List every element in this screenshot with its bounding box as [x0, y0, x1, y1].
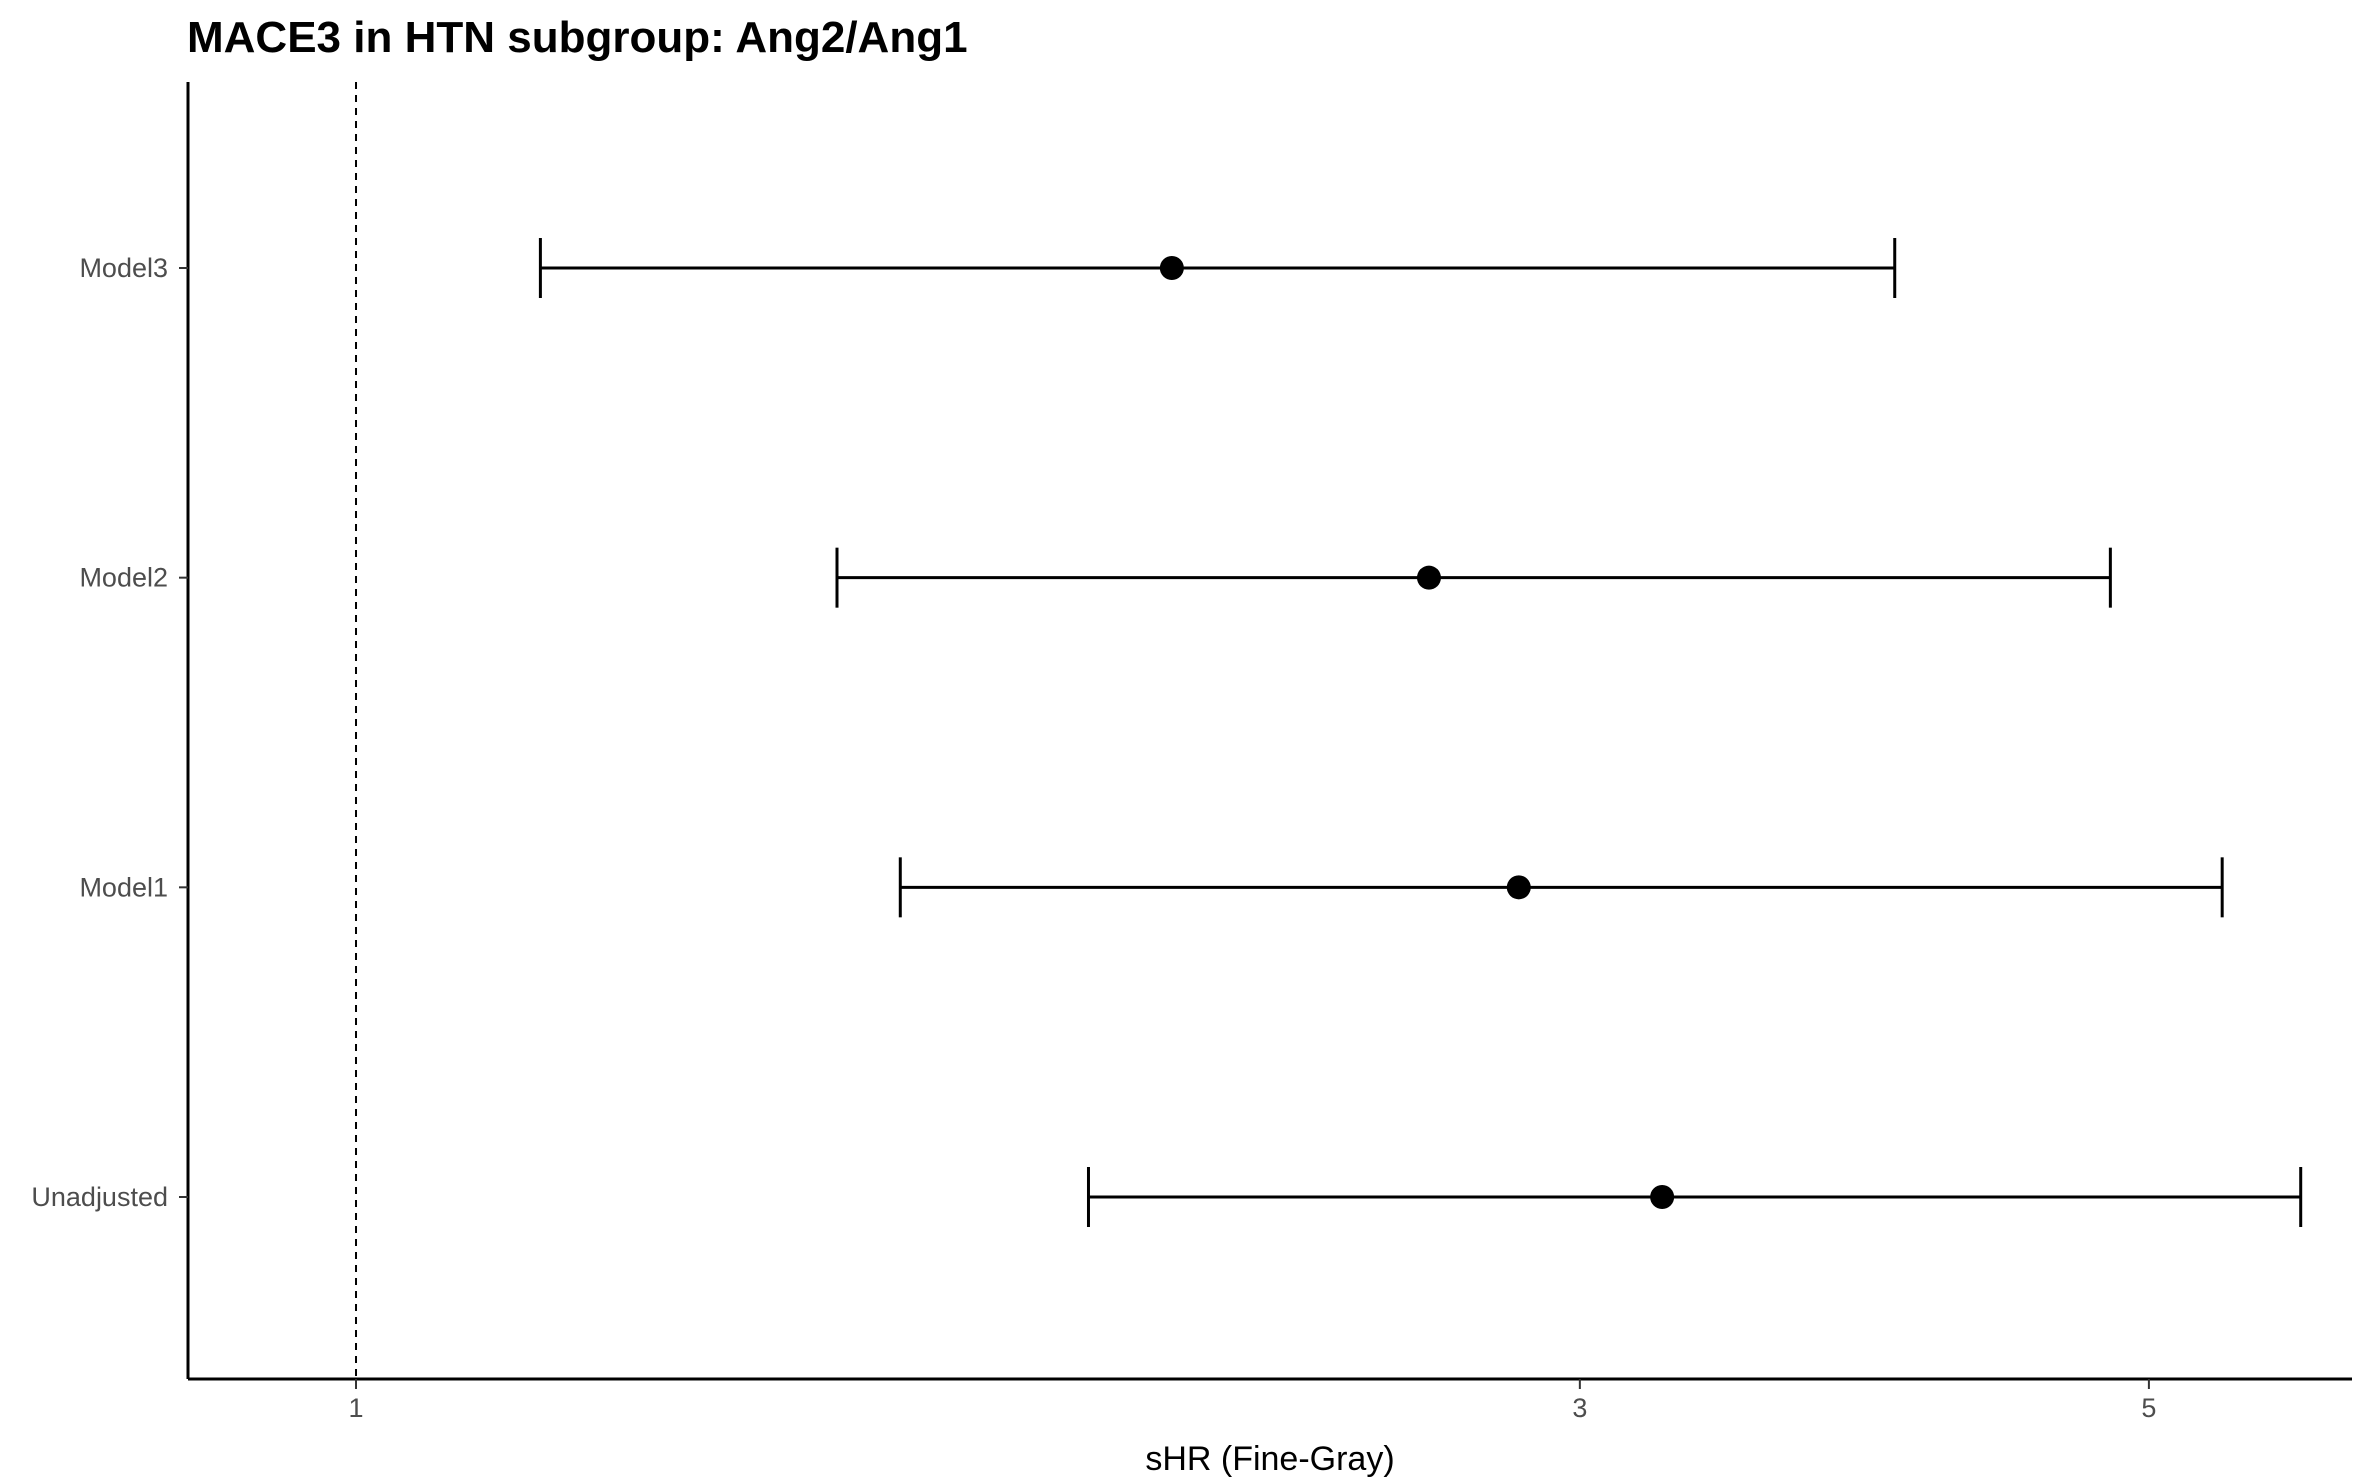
x-tick-label: 1	[348, 1393, 363, 1423]
y-tick-label: Model2	[79, 563, 168, 593]
x-axis-label: sHR (Fine-Gray)	[1145, 1440, 1394, 1478]
estimate-point	[1159, 256, 1184, 280]
estimate-point	[1416, 565, 1441, 590]
plot-area	[355, 82, 2303, 1379]
y-tick-label: Model3	[79, 253, 168, 283]
x-tick-label: 3	[1572, 1393, 1587, 1423]
estimate-point	[1506, 875, 1531, 900]
chart-title: MACE3 in HTN subgroup: Ang2/Ang1	[187, 13, 968, 62]
x-tick-label: 5	[2141, 1393, 2156, 1423]
estimate-point	[1650, 1185, 1675, 1209]
y-tick-label: Model1	[79, 872, 168, 902]
y-tick-label: Unadjusted	[31, 1182, 168, 1212]
